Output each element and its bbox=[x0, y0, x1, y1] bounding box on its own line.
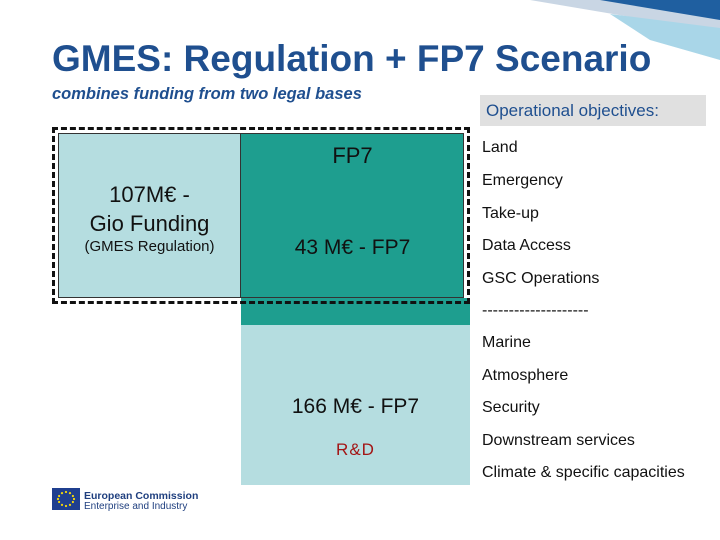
slide-title: GMES: Regulation + FP7 Scenario bbox=[52, 38, 652, 79]
objectives-header: Operational objectives: bbox=[480, 95, 706, 126]
gio-funding-block bbox=[58, 133, 241, 298]
logo-text-commission: European Commission bbox=[84, 490, 199, 502]
objective-item: Downstream services bbox=[482, 432, 635, 449]
slide-subtitle: combines funding from two legal bases bbox=[52, 85, 362, 103]
eu-flag-icon bbox=[52, 488, 80, 510]
objective-item: Take-up bbox=[482, 205, 539, 222]
fp7-operational-block bbox=[241, 133, 464, 298]
objective-item: Emergency bbox=[482, 172, 563, 189]
regulation-dashed-border bbox=[52, 127, 470, 304]
objective-item: Marine bbox=[482, 334, 531, 351]
fp7-operational-amount: 43 M€ - FP7 bbox=[294, 236, 411, 259]
objective-item: Climate & specific capacities bbox=[482, 464, 685, 481]
objective-item: Land bbox=[482, 139, 518, 156]
objective-item: Data Access bbox=[482, 237, 571, 254]
corner-decoration bbox=[530, 0, 720, 60]
objective-separator: -------------------- bbox=[482, 302, 589, 319]
rd-label: R&D bbox=[336, 440, 375, 459]
objective-item: Atmosphere bbox=[482, 367, 569, 384]
logo-text-directorate: Enterprise and Industry bbox=[84, 501, 188, 512]
gio-amount-label: 107M€ - bbox=[109, 182, 190, 207]
gmes-regulation-note: (GMES Regulation) bbox=[84, 238, 215, 255]
fp7-rd-amount: 166 M€ - FP7 bbox=[291, 395, 420, 418]
gio-funding-label: Gio Funding bbox=[89, 211, 210, 236]
objective-item: Security bbox=[482, 399, 540, 416]
fp7-header-label: FP7 bbox=[332, 143, 373, 168]
fp7-rd-block bbox=[241, 325, 470, 485]
objective-item: GSC Operations bbox=[482, 270, 600, 287]
